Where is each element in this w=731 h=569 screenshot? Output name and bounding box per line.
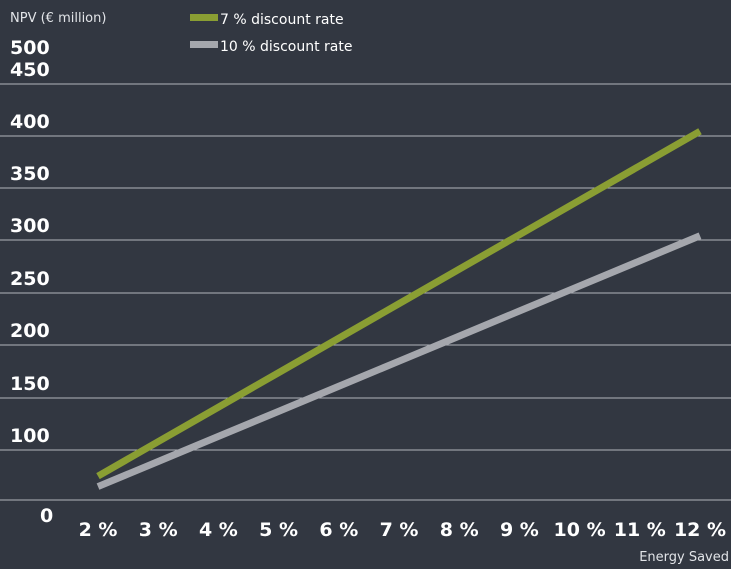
y-tick-100: 100 <box>10 425 50 447</box>
y-axis-label: NPV (€ million) <box>10 11 106 26</box>
x-tick-10: 10 % <box>554 519 606 541</box>
series-line-1 <box>96 128 702 480</box>
y-tick-200: 200 <box>10 320 50 342</box>
y-tick-500: 500 <box>10 37 50 59</box>
x-tick-12: 12 % <box>674 519 726 541</box>
x-tick-2: 2 % <box>79 519 118 541</box>
y-tick-400: 400 <box>10 111 50 133</box>
y-tick-150: 150 <box>10 373 50 395</box>
legend-swatch-1 <box>190 14 218 21</box>
y-tick-350: 350 <box>10 163 50 185</box>
x-tick-3: 3 % <box>139 519 178 541</box>
legend-label-1: 7 % discount rate <box>220 12 344 28</box>
x-tick-labels: 2 % 3 % 4 % 5 % 6 % 7 % 8 % 9 % 10 % 11 % 12 % <box>79 519 726 541</box>
grid-lines <box>0 83 731 501</box>
y-tick-250: 250 <box>10 268 50 290</box>
x-tick-8: 8 % <box>440 519 479 541</box>
x-axis-label: Energy Saved <box>639 550 729 565</box>
x-tick-5: 5 % <box>259 519 298 541</box>
legend-swatch-2 <box>190 41 218 48</box>
x-tick-4: 4 % <box>199 519 238 541</box>
series-lines <box>96 128 702 490</box>
x-tick-6: 6 % <box>319 519 358 541</box>
series-line-2 <box>96 232 702 490</box>
legend-label-2: 10 % discount rate <box>220 39 352 55</box>
y-tick-300: 300 <box>10 215 50 237</box>
x-tick-11: 11 % <box>614 519 666 541</box>
x-tick-7: 7 % <box>380 519 419 541</box>
y-tick-450: 450 <box>10 59 50 81</box>
x-tick-9: 9 % <box>500 519 539 541</box>
y-tick-0: 0 <box>40 505 53 527</box>
legend: 7 % discount rate 10 % discount rate <box>190 12 352 55</box>
